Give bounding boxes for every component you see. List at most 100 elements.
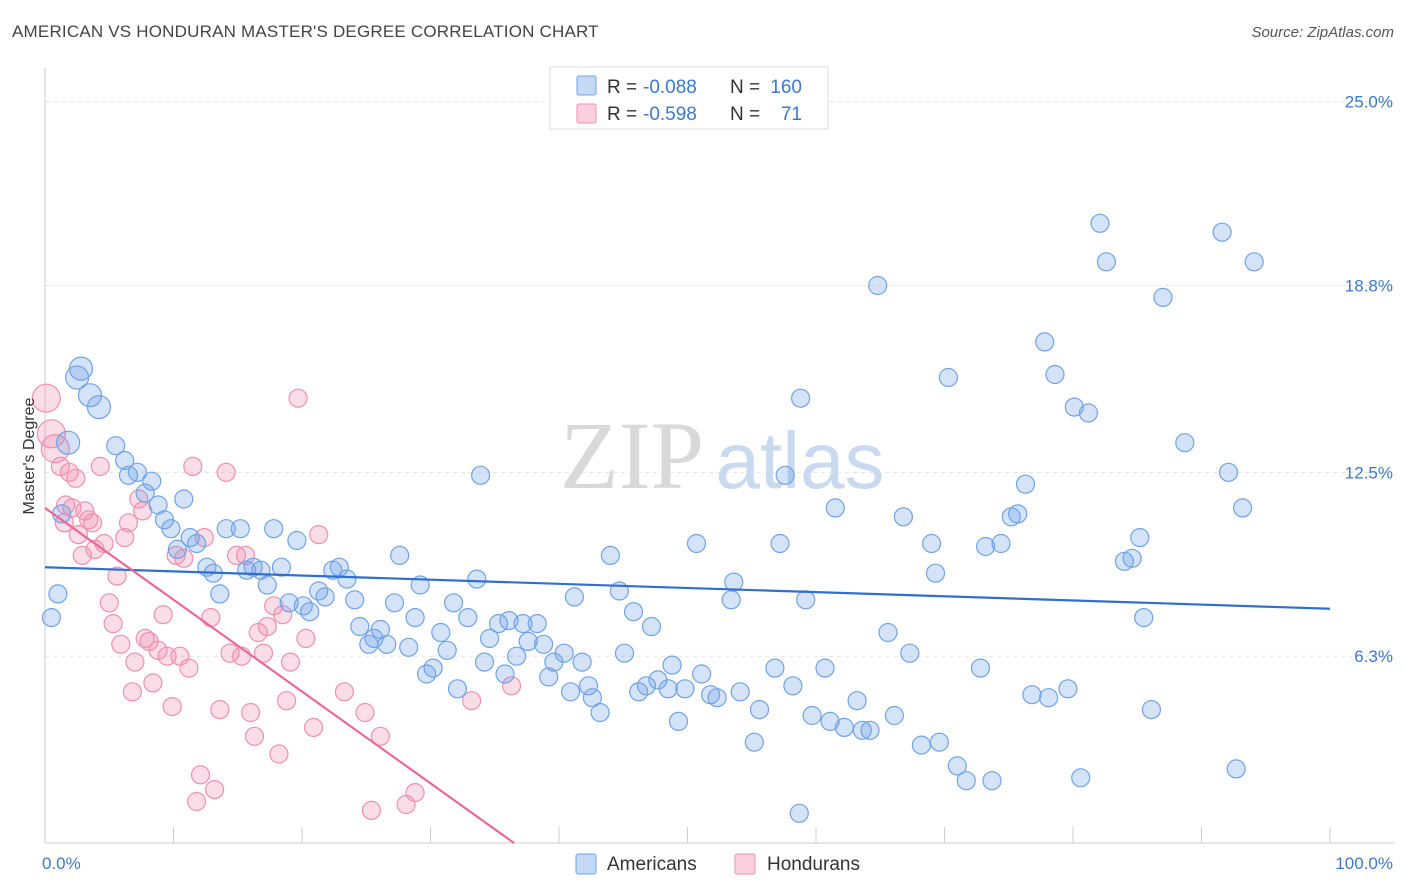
series-americans [41,213,1264,823]
hondurans-point-8 [66,468,86,488]
hondurans-point-44 [210,699,230,720]
hondurans-point-1 [36,419,67,449]
americans-point-115 [868,275,888,296]
americans-point-156 [789,803,809,823]
hondurans-point-69 [405,782,425,803]
bottom-legend-label-hondurans: Hondurans [767,854,860,875]
americans-point-8 [106,436,126,456]
americans-point-109 [820,711,840,732]
americans-point-6 [77,383,103,408]
americans-point-154 [1232,498,1253,518]
hondurans-point-62 [304,717,324,738]
americans-point-129 [982,771,1002,791]
americans-point-24 [216,519,236,539]
americans-point-101 [765,658,785,678]
americans-point-80 [600,545,621,566]
americans-point-57 [447,679,468,699]
hondurans-point-15 [90,456,110,476]
hondurans-point-21 [115,527,135,548]
americans-point-23 [210,584,230,604]
americans-point-140 [1071,768,1091,788]
legend-n-label-hondurans: N = [730,104,760,125]
americans-point-128 [975,536,996,557]
hondurans-point-57 [273,605,293,625]
americans-point-86 [641,616,662,637]
americans-point-40 [337,569,357,589]
americans-point-96 [721,590,741,610]
source-credit: Source: ZipAtlas.com [1251,24,1394,41]
americans-point-30 [264,519,284,539]
americans-point-120 [911,735,932,755]
grid-lines [45,101,1390,657]
americans-point-13 [142,471,162,491]
americans-point-103 [775,465,795,485]
americans-point-11 [127,462,148,482]
americans-point-59 [467,569,487,589]
y-axis-label: Master's Degree [21,397,38,514]
trend-lines [44,507,1331,844]
hondurans-point-31 [153,605,173,625]
americans-point-84 [629,682,649,702]
hondurans-point-34 [166,545,186,566]
americans-point-60 [471,465,491,485]
hondurans-point-67 [370,726,390,746]
series-hondurans [31,383,522,821]
americans-point-102 [770,533,790,554]
americans-point-89 [662,655,682,675]
legend-swatch-americans [576,75,597,96]
watermark-zip: ZIP [560,402,704,509]
hondurans-point-48 [232,646,252,666]
americans-point-150 [1175,433,1195,453]
americans-trend-line [44,566,1331,610]
americans-point-62 [480,628,500,649]
hondurans-point-20 [111,634,131,654]
axes [44,68,1395,844]
americans-point-49 [399,637,419,657]
americans-point-1 [48,584,68,604]
americans-point-123 [929,732,950,752]
americans-point-41 [345,590,365,610]
hondurans-point-70 [462,691,482,711]
americans-point-125 [947,756,967,776]
americans-point-27 [243,557,263,577]
hondurans-point-13 [82,513,103,533]
americans-point-112 [847,691,867,711]
americans-point-121 [921,533,942,554]
legend-r-value-americans: -0.088 [643,77,697,98]
americans-point-137 [1045,364,1065,385]
x-tick-labels: 0.0% 100.0% [42,854,1393,873]
americans-point-155 [1244,252,1264,272]
hondurans-trend-line [44,507,515,844]
americans-point-29 [257,575,277,595]
americans-point-73 [554,643,574,663]
hondurans-point-59 [280,652,300,672]
hondurans-point-38 [183,456,203,476]
americans-point-70 [533,634,554,654]
x-tick-label-max: 100.0% [1335,854,1393,873]
americans-point-99 [744,732,764,752]
americans-point-33 [287,530,307,551]
americans-point-105 [790,388,811,408]
americans-point-134 [1022,685,1042,705]
x-tick-label-min: 0.0% [42,854,81,873]
americans-point-118 [893,507,914,527]
americans-point-146 [1130,527,1150,548]
americans-point-151 [1212,222,1232,242]
americans-point-7 [86,395,112,420]
americans-point-67 [513,613,533,634]
hondurans-point-54 [257,616,277,637]
americans-point-69 [527,613,547,634]
americans-point-116 [878,622,898,643]
hondurans-point-39 [187,791,207,812]
americans-point-113 [852,720,872,740]
americans-point-143 [1096,252,1117,272]
y-tick-label-3: 25.0% [1345,93,1393,112]
y-tick-label-0: 6.3% [1354,647,1393,666]
bottom-legend-swatch-americans [575,853,597,875]
americans-point-142 [1090,213,1110,233]
americans-point-104 [783,676,803,696]
americans-point-12 [135,483,155,503]
americans-point-91 [675,679,695,699]
hondurans-point-37 [179,658,199,678]
legend-r-label-hondurans: R = [607,104,637,125]
